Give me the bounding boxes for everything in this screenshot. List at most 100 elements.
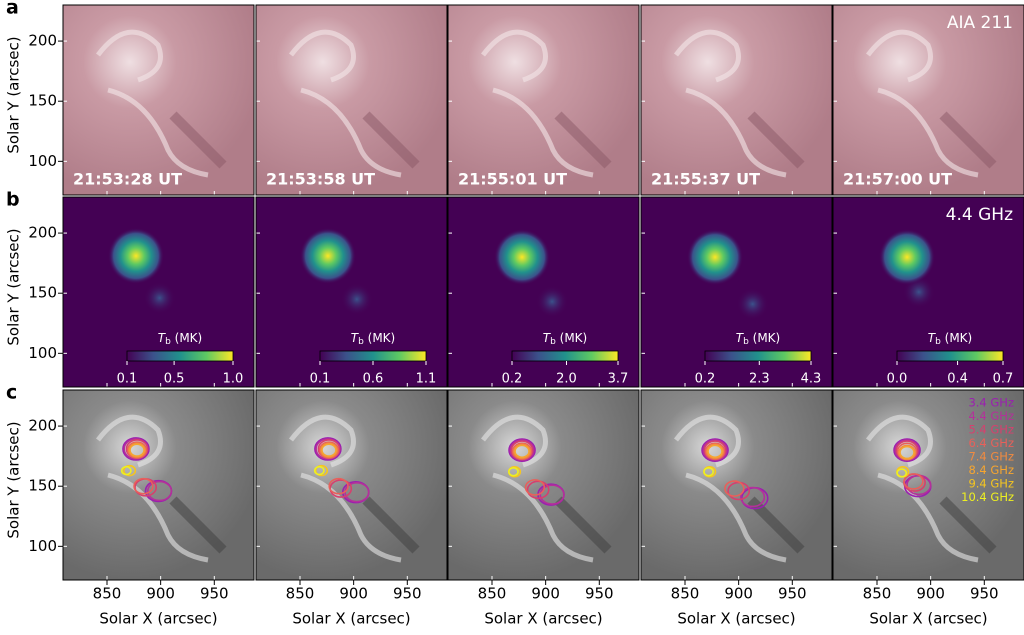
contour-south bbox=[724, 480, 745, 497]
panel-frame bbox=[62, 4, 255, 196]
radio-tail bbox=[536, 285, 569, 318]
y-axis-label: Solar Y (arcsec) bbox=[5, 228, 23, 345]
contour-south bbox=[133, 477, 154, 495]
panel-frame bbox=[447, 196, 640, 388]
legend-entry: 10.4 GHz bbox=[961, 490, 1014, 504]
colorbar-label-part: b bbox=[743, 337, 749, 347]
contour bbox=[513, 443, 532, 460]
colorbar-label-part: T bbox=[158, 331, 167, 345]
contour bbox=[899, 445, 915, 460]
colorbar bbox=[319, 350, 427, 362]
loop-structure bbox=[674, 414, 787, 563]
y-tick-label: 200 bbox=[28, 417, 57, 435]
colorbar-tick-label: 2.3 bbox=[749, 372, 770, 387]
y-tick-label: 100 bbox=[28, 152, 57, 170]
x-tick-label: 950 bbox=[393, 585, 422, 603]
contour bbox=[314, 464, 329, 477]
radio-tail bbox=[736, 288, 769, 321]
y-tick-label: 150 bbox=[28, 92, 57, 110]
colorbar-tick-label: 0.0 bbox=[887, 372, 908, 387]
contour-south bbox=[903, 473, 924, 490]
x-axis-label: Solar X (arcsec) bbox=[484, 610, 602, 628]
legend-entry: 7.4 GHz bbox=[968, 450, 1014, 464]
contour bbox=[314, 437, 342, 461]
legend-entry: 6.4 GHz bbox=[968, 436, 1014, 450]
colorbar-label: Tb (MK) bbox=[736, 331, 780, 347]
radio-source bbox=[494, 229, 551, 286]
row-label: 4.4 GHz bbox=[946, 205, 1013, 225]
colorbar-label-part: (MK) bbox=[753, 331, 781, 345]
panel-letter: a bbox=[6, 0, 19, 19]
x-tick-label: 900 bbox=[146, 585, 175, 603]
contour bbox=[122, 464, 137, 477]
panel-frame bbox=[255, 4, 448, 196]
contour bbox=[703, 467, 715, 477]
contour bbox=[707, 444, 723, 459]
dark-filament bbox=[362, 496, 420, 554]
colorbar-label: Tb (MK) bbox=[158, 331, 202, 347]
x-tick-label: 850 bbox=[863, 585, 892, 603]
contour bbox=[321, 443, 337, 457]
radio-source bbox=[107, 227, 164, 284]
dark-filament bbox=[939, 111, 997, 169]
loop-structure bbox=[96, 29, 209, 178]
contour bbox=[126, 441, 148, 459]
colorbar-label-part: b bbox=[358, 337, 364, 347]
colorbar-tick-label: 0.1 bbox=[117, 372, 138, 387]
y-axis-label: Solar Y (arcsec) bbox=[5, 36, 23, 153]
time-label: 21:55:37 UT bbox=[651, 170, 760, 189]
time-label: 21:55:01 UT bbox=[458, 170, 567, 189]
legend-entry: 8.4 GHz bbox=[968, 463, 1014, 477]
image-panel bbox=[641, 390, 832, 580]
x-axis-label: Solar X (arcsec) bbox=[99, 610, 217, 628]
contour-south bbox=[539, 484, 565, 505]
colorbar-label-part: b bbox=[550, 337, 556, 347]
panel-frame bbox=[832, 4, 1024, 196]
colorbar-tick-label: 2.0 bbox=[556, 372, 577, 387]
time-label: 21:53:28 UT bbox=[73, 170, 182, 189]
x-tick-label: 850 bbox=[286, 585, 315, 603]
panel-frame bbox=[255, 196, 448, 388]
contour bbox=[128, 442, 147, 458]
radio-source bbox=[299, 227, 356, 284]
colorbar-tick-label: 0.1 bbox=[310, 372, 331, 387]
x-axis-label: Solar X (arcsec) bbox=[869, 610, 987, 628]
image-panel bbox=[448, 5, 639, 195]
contour-south bbox=[328, 477, 349, 495]
colorbar-label-part: b bbox=[935, 337, 941, 347]
panel-frame bbox=[62, 389, 255, 581]
colorbar-label-part: T bbox=[736, 331, 745, 345]
x-axis-label: Solar X (arcsec) bbox=[292, 610, 410, 628]
image-panel bbox=[63, 390, 254, 580]
x-tick-label: 950 bbox=[778, 585, 807, 603]
image-panel bbox=[256, 390, 447, 580]
colorbar-tick-label: 4.3 bbox=[801, 372, 822, 387]
colorbar-label-part: (MK) bbox=[175, 331, 203, 345]
image-panel bbox=[833, 5, 1024, 195]
x-tick-label: 900 bbox=[339, 585, 368, 603]
loop-structure bbox=[96, 414, 209, 563]
contour bbox=[318, 441, 340, 459]
contour bbox=[313, 465, 325, 476]
colorbar-tick-label: 1.0 bbox=[223, 372, 244, 387]
contour bbox=[120, 465, 132, 476]
colorbar-tick-label: 0.2 bbox=[502, 372, 523, 387]
image-panel bbox=[641, 5, 832, 195]
contour bbox=[898, 444, 917, 461]
dark-filament bbox=[747, 111, 805, 169]
colorbar-tick-label: 0.5 bbox=[164, 372, 185, 387]
dark-filament bbox=[554, 111, 612, 169]
colorbar bbox=[511, 350, 619, 362]
radio-tail bbox=[143, 282, 176, 315]
loop-structure bbox=[481, 414, 594, 563]
colorbar bbox=[896, 350, 1004, 362]
loop-structure bbox=[866, 29, 979, 178]
x-tick-label: 900 bbox=[916, 585, 945, 603]
colorbar-tick-label: 0.4 bbox=[947, 372, 968, 387]
colorbar-label-part: b bbox=[165, 337, 171, 347]
panel-frame bbox=[832, 196, 1024, 388]
colorbar-label: Tb (MK) bbox=[351, 331, 395, 347]
x-tick-label: 850 bbox=[671, 585, 700, 603]
loop-structure bbox=[481, 29, 594, 178]
contour bbox=[511, 442, 533, 461]
